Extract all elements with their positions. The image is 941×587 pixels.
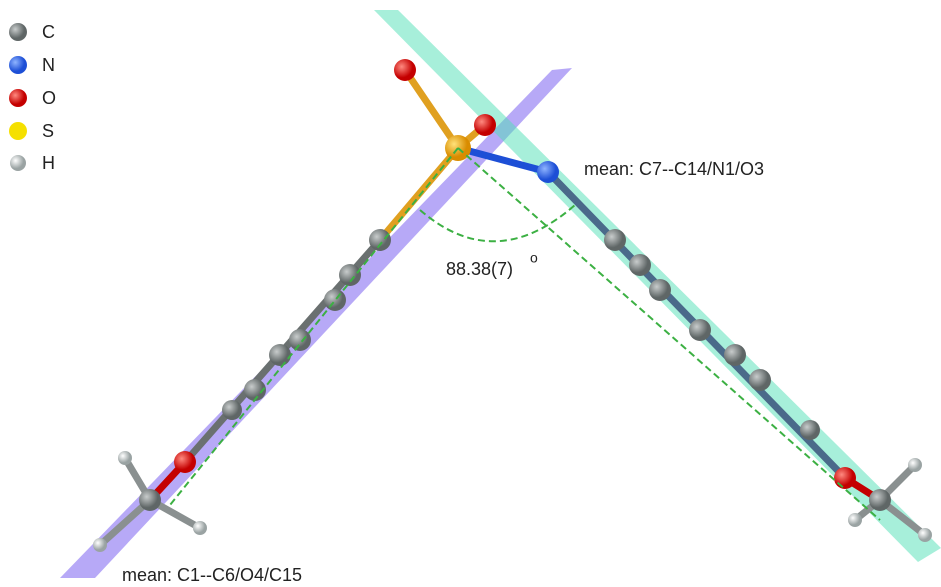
legend-label: O bbox=[42, 88, 56, 108]
angle-unit: o bbox=[530, 250, 538, 266]
plane-right-label: mean: C7--C14/N1/O3 bbox=[584, 159, 764, 179]
legend-swatch bbox=[9, 89, 27, 107]
legend: C N O S H bbox=[9, 22, 56, 173]
legend-swatch bbox=[10, 155, 26, 171]
legend-label: C bbox=[42, 22, 55, 42]
angle-indicator bbox=[169, 147, 881, 521]
legend-swatch bbox=[9, 122, 27, 140]
legend-label: H bbox=[42, 153, 55, 173]
plane-left-label: mean: C1--C6/O4/C15 bbox=[122, 565, 302, 585]
legend-label: N bbox=[42, 55, 55, 75]
angle-label: 88.38(7) bbox=[446, 259, 513, 279]
legend-swatch bbox=[9, 56, 27, 74]
legend-swatch bbox=[9, 23, 27, 41]
atoms bbox=[93, 59, 932, 552]
legend-label: S bbox=[42, 121, 54, 141]
